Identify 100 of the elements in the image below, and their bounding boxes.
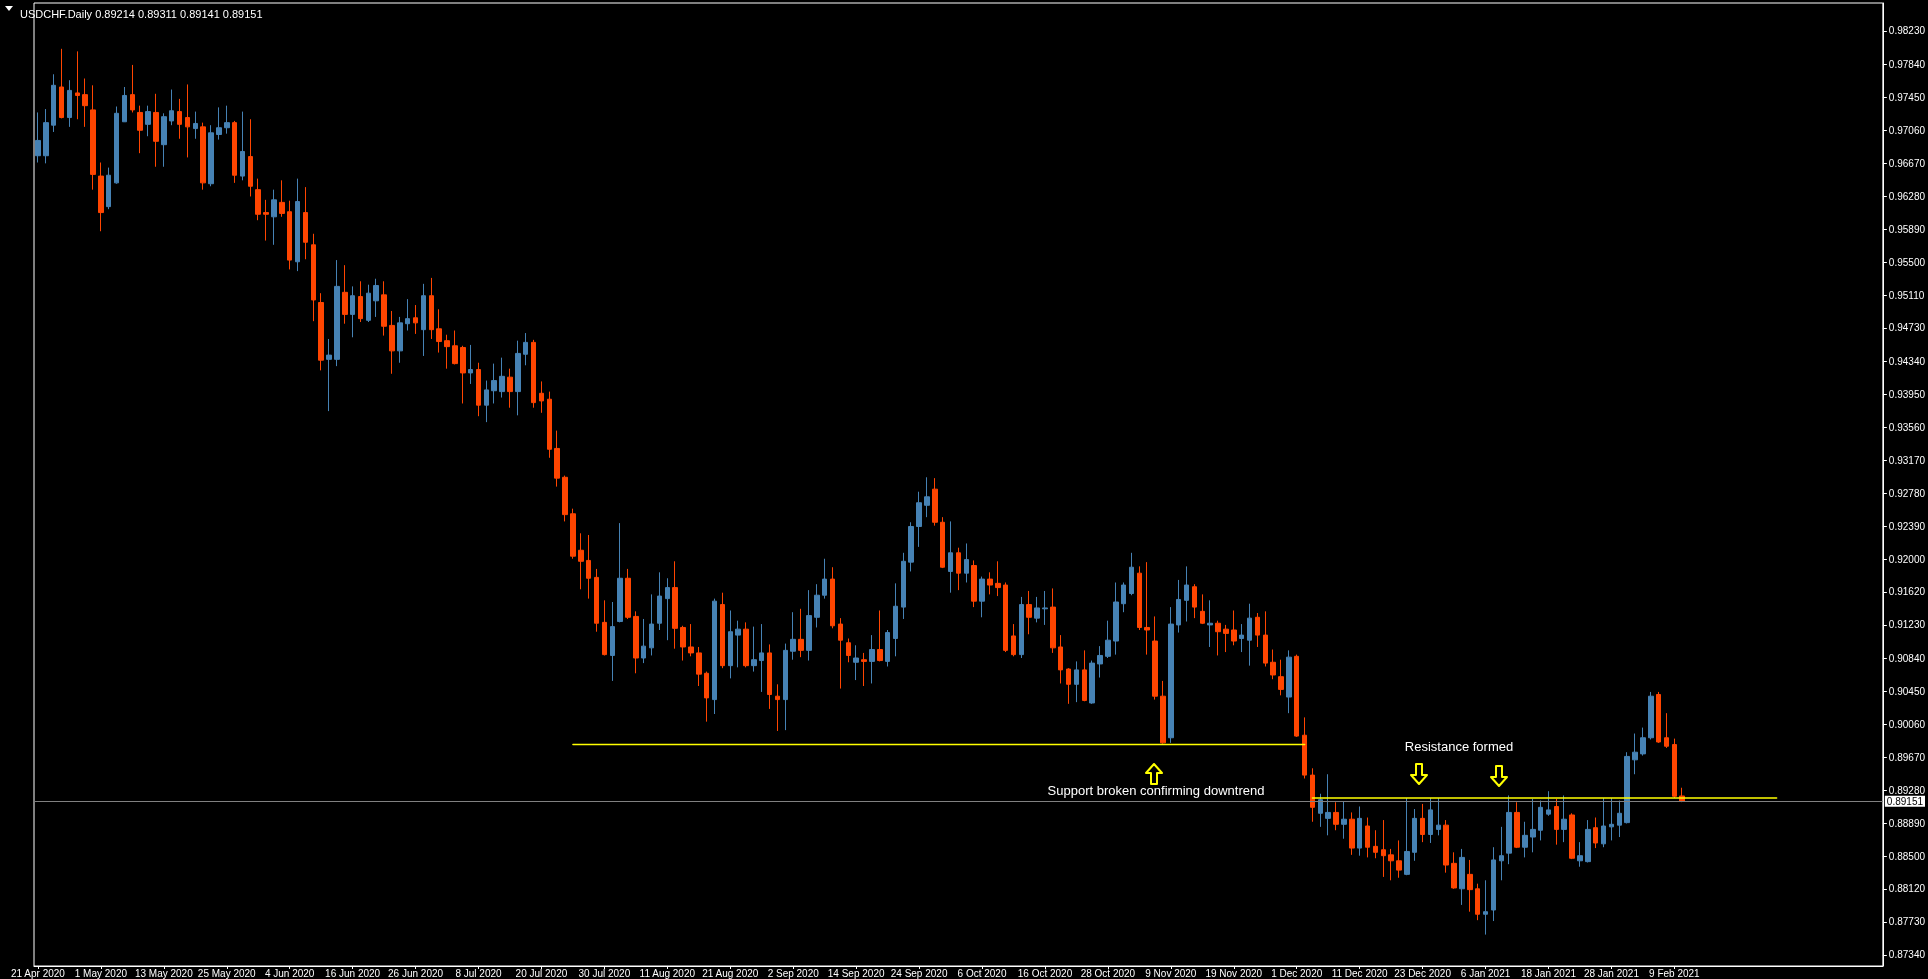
candlestick (499, 357, 505, 399)
candlestick (334, 259, 340, 367)
candlestick (114, 106, 119, 185)
candlestick (1074, 660, 1079, 703)
candlestick (594, 568, 599, 633)
y-tick-label: 0.88500 (1888, 851, 1926, 863)
candlestick (908, 521, 914, 572)
y-tick-label: 0.97840 (1888, 58, 1926, 70)
candlestick (248, 118, 253, 197)
candlestick (1011, 623, 1016, 657)
candlestick (657, 571, 662, 631)
candlestick (271, 189, 277, 246)
candlestick (1561, 794, 1567, 843)
x-tick-label: 11 Aug 2020 (639, 967, 696, 979)
candlestick (964, 542, 969, 583)
candlestick (1546, 790, 1551, 817)
candlestick (830, 566, 835, 629)
candlestick (185, 83, 190, 158)
candlestick (255, 178, 261, 221)
candlestick (1624, 751, 1630, 824)
candlestick (1475, 883, 1480, 921)
candlestick (814, 583, 820, 628)
candlestick (1176, 579, 1181, 634)
candlestick (1137, 565, 1142, 631)
candlestick (853, 644, 859, 681)
candlestick (1632, 733, 1638, 775)
candlestick (704, 671, 709, 723)
candlestick (75, 50, 80, 120)
y-tick-label: 0.89670 (1888, 751, 1926, 763)
candlestick (216, 106, 222, 141)
candlestick (153, 93, 159, 168)
candlestick (948, 520, 953, 594)
candlestick (208, 124, 214, 187)
y-tick-label: 0.96280 (1888, 190, 1926, 202)
candlestick (806, 589, 812, 662)
candlestick (688, 623, 694, 657)
x-tick-label: 14 Sep 2020 (827, 967, 885, 979)
candlestick (1263, 610, 1268, 667)
y-tick-label: 0.96670 (1888, 157, 1926, 169)
candlestick (1514, 801, 1520, 849)
candlestick (1113, 582, 1119, 656)
y-tick-label: 0.97060 (1888, 124, 1926, 136)
candlestick (1396, 839, 1402, 879)
y-tick-label: 0.88120 (1888, 883, 1926, 895)
candlestick (98, 162, 104, 232)
candlestick (106, 167, 111, 210)
y-tick-label: 0.88890 (1888, 817, 1926, 829)
candlestick (161, 112, 167, 168)
candlestick (342, 264, 348, 325)
candlestick (1483, 879, 1488, 936)
candlestick (1436, 797, 1441, 836)
candlestick (1278, 659, 1284, 696)
candlestick (1042, 590, 1048, 626)
candlestick (1365, 817, 1370, 858)
candlestick (751, 626, 757, 673)
y-tick-label: 0.93170 (1888, 454, 1926, 466)
y-tick-label: 0.98230 (1888, 25, 1926, 37)
candlestick (476, 362, 481, 417)
candlestick (586, 534, 591, 600)
candlestick (1459, 848, 1465, 906)
candlestick (1325, 773, 1331, 836)
candlestick (1491, 846, 1496, 922)
candlestick (877, 610, 883, 662)
candlestick (1270, 649, 1276, 680)
candlestick (303, 186, 308, 260)
candlestick (1318, 793, 1323, 828)
candlestick (767, 643, 772, 710)
x-tick-label: 24 Sep 2020 (890, 967, 948, 979)
candlestick (790, 611, 796, 661)
x-tick-label: 16 Jun 2020 (325, 967, 381, 979)
candlestick (452, 330, 458, 365)
candlestick (491, 363, 497, 404)
candlestick (1656, 691, 1661, 744)
candlestick (995, 560, 1001, 597)
candlestick (649, 593, 654, 656)
x-tick-label: 11 Dec 2020 (1331, 967, 1389, 979)
candlestick (1026, 590, 1032, 635)
candlestick (366, 284, 371, 323)
y-tick-label: 0.95890 (1888, 224, 1926, 236)
y-tick-label: 0.90450 (1888, 685, 1926, 697)
x-tick-label: 1 May 2020 (74, 967, 128, 979)
candlestick (1184, 565, 1189, 623)
y-tick-label: 0.87340 (1888, 949, 1926, 961)
candlestick (1333, 801, 1339, 831)
candlestick (759, 623, 764, 693)
x-tick-label: 20 Jul 2020 (515, 967, 568, 979)
candlestick (1302, 716, 1307, 779)
x-tick-label: 2 Sep 2020 (767, 967, 820, 979)
y-tick-label: 0.92390 (1888, 521, 1926, 532)
candlestick (1381, 819, 1386, 878)
x-tick-label: 9 Feb 2021 (1649, 967, 1701, 979)
candlestick (169, 89, 174, 126)
candlestick (67, 79, 72, 128)
candlestick (1058, 634, 1063, 684)
candlestick (145, 105, 151, 137)
candlestick (1223, 624, 1229, 653)
candlestick (1239, 623, 1244, 653)
candlestick (1341, 800, 1347, 840)
candlestick (1388, 848, 1394, 881)
x-tick-label: 6 Oct 2020 (957, 967, 1007, 979)
